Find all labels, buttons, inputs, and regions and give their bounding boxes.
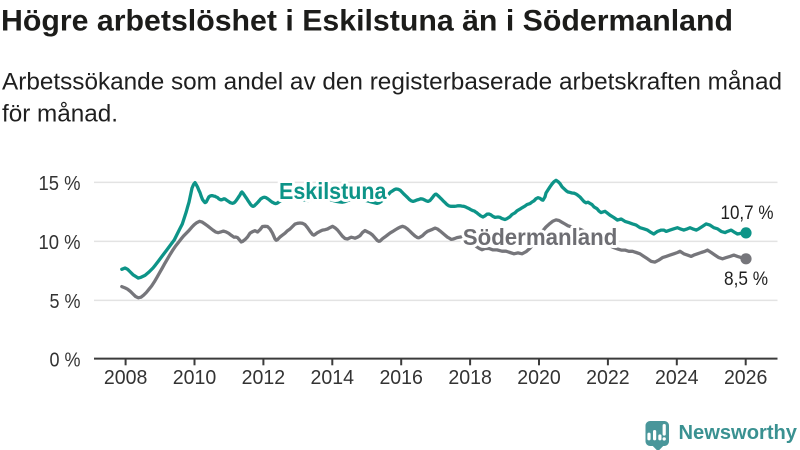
svg-text:för månad.: för månad. xyxy=(2,101,118,128)
svg-text:0 %: 0 % xyxy=(50,349,81,371)
svg-text:Arbetssökande som andel av den: Arbetssökande som andel av den registerb… xyxy=(2,69,782,96)
svg-text:2016: 2016 xyxy=(379,367,423,389)
svg-text:8,5 %: 8,5 % xyxy=(724,268,768,290)
svg-text:Högre arbetslöshet i Eskilstun: Högre arbetslöshet i Eskilstuna än i Söd… xyxy=(1,5,733,38)
svg-text:2022: 2022 xyxy=(586,367,630,389)
svg-text:2008: 2008 xyxy=(104,367,148,389)
svg-text:10 %: 10 % xyxy=(39,232,81,254)
svg-text:Eskilstuna: Eskilstuna xyxy=(279,178,387,204)
svg-text:2014: 2014 xyxy=(311,367,355,389)
svg-text:Newsworthy: Newsworthy xyxy=(679,421,798,444)
svg-text:2018: 2018 xyxy=(448,367,492,389)
svg-text:15 %: 15 % xyxy=(39,173,81,195)
svg-text:2010: 2010 xyxy=(173,367,217,389)
svg-text:Södermanland: Södermanland xyxy=(463,224,618,250)
svg-text:2024: 2024 xyxy=(655,367,699,389)
svg-text:10,7 %: 10,7 % xyxy=(721,202,774,224)
svg-text:2026: 2026 xyxy=(724,367,768,389)
svg-text:5 %: 5 % xyxy=(50,291,81,313)
svg-text:2020: 2020 xyxy=(517,367,561,389)
svg-text:2012: 2012 xyxy=(242,367,286,389)
